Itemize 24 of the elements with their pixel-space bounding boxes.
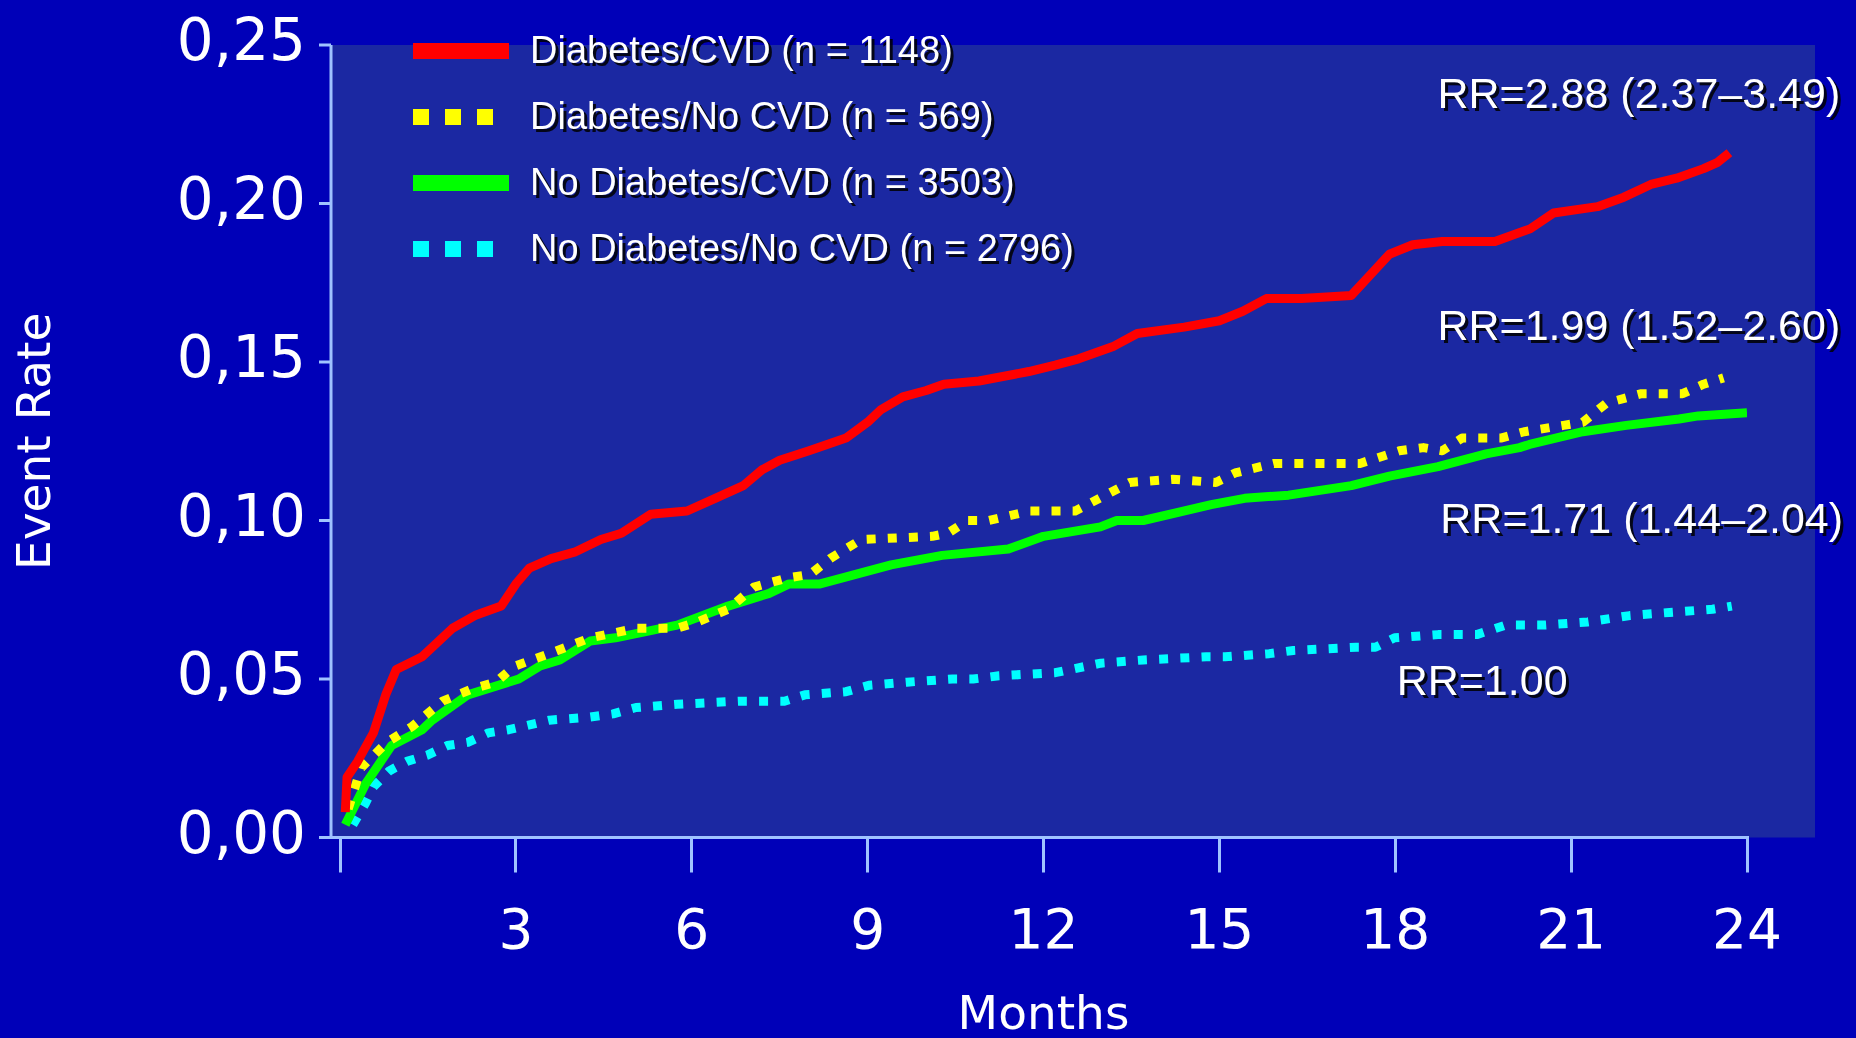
legend-label: Diabetes/No CVD (n = 569): [530, 95, 994, 138]
y-tick-label: 0,25: [176, 6, 306, 75]
x-tick-label: 9: [850, 896, 886, 961]
annotation: RR=1.00: [1396, 655, 1568, 704]
x-axis-title: Months: [957, 985, 1130, 1038]
x-tick-label: 21: [1536, 896, 1607, 961]
x-tick-label: 3: [498, 896, 534, 961]
legend-label: Diabetes/CVD (n = 1148): [530, 29, 953, 72]
x-tick-label: 12: [1008, 896, 1079, 961]
y-tick-label: 0,05: [176, 640, 306, 709]
annotation: RR=2.88 (2.37–3.49): [1437, 68, 1841, 117]
annotation: RR=1.99 (1.52–2.60): [1437, 300, 1841, 349]
y-tick-label: 0,10: [176, 481, 306, 550]
x-tick-label: 15: [1184, 896, 1255, 961]
x-tick-label: 24: [1712, 896, 1782, 961]
x-tick-label: 6: [674, 896, 710, 961]
y-axis-title: Event Rate: [6, 312, 62, 570]
legend-label: No Diabetes/No CVD (n = 2796): [530, 227, 1074, 270]
x-tick-label: 18: [1360, 896, 1431, 961]
legend-label: No Diabetes/CVD (n = 3503): [530, 161, 1015, 204]
y-tick-label: 0,00: [176, 798, 306, 867]
y-tick-label: 0,15: [176, 323, 306, 392]
annotation: RR=1.71 (1.44–2.04): [1440, 494, 1844, 543]
y-tick-label: 0,20: [176, 164, 306, 233]
